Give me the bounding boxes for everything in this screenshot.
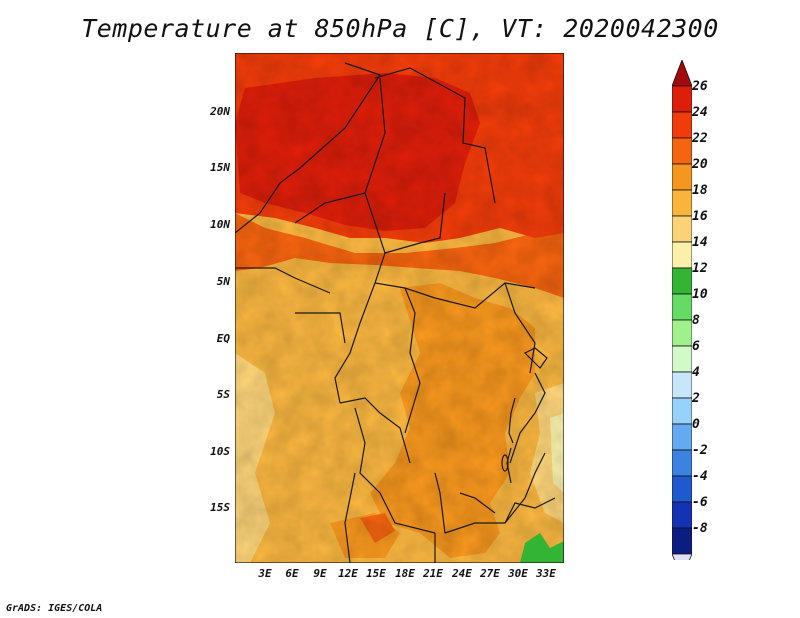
colorbar-swatch (672, 85, 692, 113)
lat-label-eq: EQ (216, 332, 230, 345)
colorbar-swatch (672, 267, 692, 295)
cb-label-18: 18 (692, 183, 708, 198)
lon-label-21e: 21E (423, 567, 443, 580)
lat-label-20n: 20N (210, 105, 230, 118)
lon-label-18e: 18E (395, 567, 415, 580)
cb-label-4: 4 (692, 365, 700, 380)
colorbar-swatch (672, 189, 692, 217)
colorbar-swatch (672, 163, 692, 191)
colorbar (672, 60, 692, 560)
lat-label-5n: 5N (216, 275, 230, 288)
lakes (501, 347, 548, 484)
lon-label-30e: 30E (508, 567, 528, 580)
colorbar-swatch (672, 215, 692, 243)
colorbar-swatch (672, 111, 692, 139)
colorbar-swatch (672, 293, 692, 321)
lat-label-15n: 15N (210, 161, 230, 174)
lon-label-12e: 12E (338, 567, 358, 580)
colorbar-swatch (672, 527, 692, 555)
cb-label-16: 16 (692, 209, 708, 224)
cb-label-minus-6: -6 (692, 495, 708, 510)
colorbar-swatch (672, 137, 692, 165)
chart-title: Temperature at 850hPa [C], VT: 202004230… (81, 14, 719, 43)
colorbar-swatch (672, 475, 692, 503)
cb-label-14: 14 (692, 235, 708, 250)
cb-label-minus-4: -4 (692, 469, 708, 484)
cb-label-6: 6 (692, 339, 700, 354)
colorbar-swatch (672, 501, 692, 529)
temperature-map (235, 53, 564, 563)
lat-label-10s: 10S (210, 445, 230, 458)
colorbar-swatch (672, 449, 692, 477)
colorbar-swatch (672, 319, 692, 347)
colorbar-swatch (672, 345, 692, 373)
lat-label-5s: 5S (216, 388, 230, 401)
colorbar-bottom-arrow (672, 553, 692, 560)
cb-label-2: 2 (692, 391, 700, 406)
colorbar-swatch (672, 397, 692, 425)
cb-label-0: 0 (692, 417, 700, 432)
lon-label-24e: 24E (452, 567, 472, 580)
cb-label-minus-8: -8 (692, 521, 708, 536)
cb-label-8: 8 (692, 313, 700, 328)
cb-label-24: 24 (692, 105, 708, 120)
cb-label-26: 26 (692, 79, 708, 94)
credit-text: GrADS: IGES/COLA (6, 603, 103, 614)
cb-label-12: 12 (692, 261, 708, 276)
lon-label-27e: 27E (480, 567, 500, 580)
colorbar-swatch (672, 371, 692, 399)
temp-band-12-14 (520, 533, 564, 563)
cb-label-22: 22 (692, 131, 708, 146)
country-borders (235, 62, 556, 563)
lon-label-3e: 3E (258, 567, 272, 580)
colorbar-swatch (672, 423, 692, 451)
colorbar-swatch (672, 241, 692, 269)
lat-label-10n: 10N (210, 218, 230, 231)
lon-label-33e: 33E (536, 567, 556, 580)
cb-label-minus-2: -2 (692, 443, 708, 458)
lon-label-6e: 6E (285, 567, 299, 580)
lat-label-15s: 15S (210, 501, 230, 514)
lon-label-9e: 9E (313, 567, 327, 580)
cb-label-10: 10 (692, 287, 708, 302)
cb-label-20: 20 (692, 157, 708, 172)
colorbar-top-arrow (672, 60, 692, 87)
lon-label-15e: 15E (366, 567, 386, 580)
